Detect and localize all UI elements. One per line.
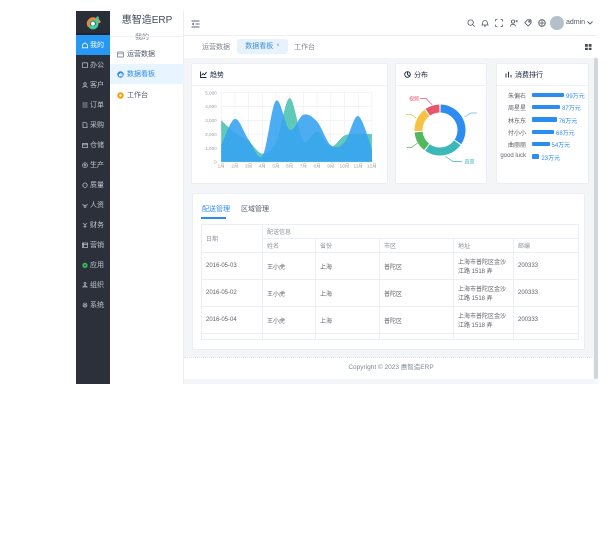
- svg-text:11月: 11月: [354, 164, 363, 170]
- svg-text:5,000: 5,000: [205, 90, 217, 95]
- svg-text:3,000: 3,000: [205, 118, 217, 123]
- svg-text:12月: 12月: [367, 164, 377, 170]
- svg-text:2月: 2月: [231, 164, 238, 170]
- svg-text:10月: 10月: [340, 164, 350, 170]
- svg-text:4月: 4月: [259, 164, 266, 170]
- svg-text:0: 0: [214, 160, 217, 165]
- svg-text:6月: 6月: [286, 164, 293, 170]
- svg-text:5月: 5月: [272, 164, 279, 170]
- svg-text:2,000: 2,000: [205, 132, 217, 137]
- svg-text:1月: 1月: [218, 164, 225, 170]
- svg-text:4,000: 4,000: [205, 104, 217, 109]
- svg-text:9月: 9月: [327, 164, 334, 170]
- svg-text:8月: 8月: [314, 164, 321, 170]
- svg-text:7月: 7月: [300, 164, 307, 170]
- svg-text:视频: 视频: [409, 95, 419, 102]
- svg-text:1,000: 1,000: [205, 146, 217, 151]
- svg-text:直营: 直营: [465, 158, 475, 165]
- svg-text:3月: 3月: [245, 164, 252, 170]
